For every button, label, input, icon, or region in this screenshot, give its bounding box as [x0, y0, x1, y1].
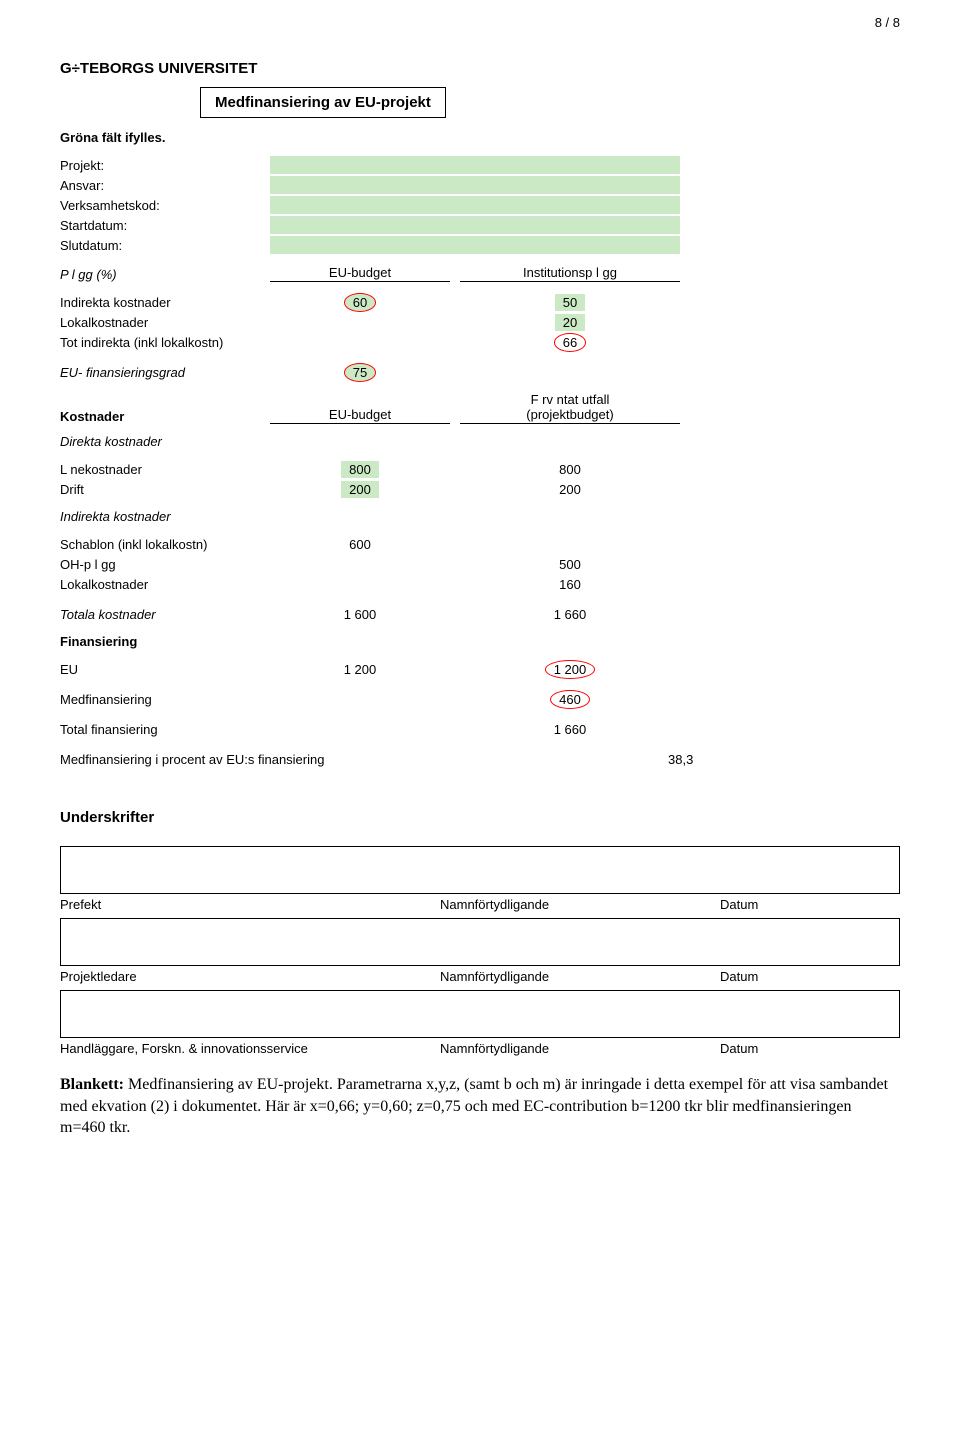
sig-box-projektledare[interactable]: [60, 918, 900, 966]
sig-handlaggare: Handläggare, Forskn. & innovationsservic…: [60, 1041, 440, 1056]
val-tot-inst: 66: [460, 333, 680, 352]
val-indirekta-inst: 50: [460, 294, 680, 311]
sig-datum-1: Datum: [720, 897, 900, 912]
val-eu-exp: 1 200: [460, 660, 680, 679]
label-finansiering: Finansiering: [60, 634, 900, 649]
sig-box-handlaggare[interactable]: [60, 990, 900, 1038]
sig-namn-2: Namnförtydligande: [440, 969, 720, 984]
row-lokal2: Lokalkostnader 160: [60, 574, 900, 594]
row-eu: EU 1 200 1 200: [60, 659, 900, 679]
palagg-header: P l gg (%) EU-budget Institutionsp l gg: [60, 265, 900, 282]
info-row-projekt: Projekt:: [60, 155, 900, 175]
input-verksamhetskod[interactable]: [270, 196, 680, 214]
input-startdatum[interactable]: [270, 216, 680, 234]
label-indirekta2: Indirekta kostnader: [60, 509, 900, 524]
underskrifter-title: Underskrifter: [60, 809, 900, 826]
label-schablon: Schablon (inkl lokalkostn): [60, 537, 260, 552]
sig-row-projektledare: Projektledare Namnförtydligande Datum: [60, 969, 900, 984]
sig-namn-1: Namnförtydligande: [440, 897, 720, 912]
col-expected: F rv ntat utfall (projektbudget): [460, 392, 680, 424]
col-eu-budget: EU-budget: [270, 265, 450, 282]
col-eu-budget-2: EU-budget: [270, 407, 450, 424]
info-row-startdatum: Startdatum:: [60, 215, 900, 235]
val-schablon-eu: 600: [270, 536, 450, 553]
sig-row-prefekt: Prefekt Namnförtydligande Datum: [60, 897, 900, 912]
row-drift: Drift 200 200: [60, 479, 900, 499]
val-totfin-exp: 1 660: [460, 721, 680, 738]
sig-box-prefekt[interactable]: [60, 846, 900, 894]
label-startdatum: Startdatum:: [60, 218, 260, 233]
label-oh: OH-p l gg: [60, 557, 260, 572]
label-direkta: Direkta kostnader: [60, 434, 900, 449]
row-lokal: Lokalkostnader 20: [60, 312, 900, 332]
sig-prefekt: Prefekt: [60, 897, 440, 912]
val-medfin-exp: 460: [460, 690, 680, 709]
page-number: 8 / 8: [875, 15, 900, 30]
row-totala: Totala kostnader 1 600 1 660: [60, 604, 900, 624]
sig-datum-3: Datum: [720, 1041, 900, 1056]
footer-bold: Blankett:: [60, 1076, 124, 1093]
sig-datum-2: Datum: [720, 969, 900, 984]
label-medfin: Medfinansiering: [60, 692, 260, 707]
row-schablon: Schablon (inkl lokalkostn) 600: [60, 534, 900, 554]
label-totfin: Total finansiering: [60, 722, 260, 737]
input-projekt[interactable]: [270, 156, 680, 174]
row-oh: OH-p l gg 500: [60, 554, 900, 574]
val-lone-exp: 800: [460, 461, 680, 478]
info-row-verksamhetskod: Verksamhetskod:: [60, 195, 900, 215]
input-ansvar[interactable]: [270, 176, 680, 194]
fill-hint: Gröna fält ifylles.: [60, 130, 900, 145]
label-kostnader: Kostnader: [60, 409, 260, 424]
val-lokal2-exp: 160: [460, 576, 680, 593]
label-medproc: Medfinansiering i procent av EU:s finans…: [60, 752, 460, 767]
label-eu: EU: [60, 662, 260, 677]
col-inst: Institutionsp l gg: [460, 265, 680, 282]
label-lokal: Lokalkostnader: [60, 315, 260, 330]
val-totala-eu: 1 600: [270, 606, 450, 623]
info-row-ansvar: Ansvar:: [60, 175, 900, 195]
label-finansgrad: EU- finansieringsgrad: [60, 365, 260, 380]
label-lokal2: Lokalkostnader: [60, 577, 260, 592]
val-oh-exp: 500: [460, 556, 680, 573]
label-drift: Drift: [60, 482, 260, 497]
row-tot: Tot indirekta (inkl lokalkostn) 66: [60, 332, 900, 352]
val-lokal-inst: 20: [460, 314, 680, 331]
row-medproc: Medfinansiering i procent av EU:s finans…: [60, 749, 900, 769]
footer-text: Medfinansiering av EU-projekt. Parametra…: [60, 1076, 888, 1136]
val-lone-eu: 800: [270, 461, 450, 478]
label-slutdatum: Slutdatum:: [60, 238, 260, 253]
val-finansgrad: 75: [270, 363, 450, 382]
label-ansvar: Ansvar:: [60, 178, 260, 193]
val-medproc-exp: 38,3: [660, 751, 700, 768]
footer-paragraph: Blankett: Medfinansiering av EU-projekt.…: [60, 1074, 900, 1139]
label-palagg: P l gg (%): [60, 267, 260, 282]
row-medfin: Medfinansiering 460: [60, 689, 900, 709]
label-totala: Totala kostnader: [60, 607, 260, 622]
val-drift-exp: 200: [460, 481, 680, 498]
label-verksamhetskod: Verksamhetskod:: [60, 198, 260, 213]
sig-projektledare: Projektledare: [60, 969, 440, 984]
label-indirekta: Indirekta kostnader: [60, 295, 260, 310]
col-expected-2: (projektbudget): [460, 407, 680, 422]
row-finansgrad: EU- finansieringsgrad 75: [60, 362, 900, 382]
sig-namn-3: Namnförtydligande: [440, 1041, 720, 1056]
row-indirekta: Indirekta kostnader 60 50: [60, 292, 900, 312]
kostnader-header: Kostnader EU-budget F rv ntat utfall (pr…: [60, 392, 900, 424]
label-projekt: Projekt:: [60, 158, 260, 173]
input-slutdatum[interactable]: [270, 236, 680, 254]
label-lone: L nekostnader: [60, 462, 260, 477]
label-tot: Tot indirekta (inkl lokalkostn): [60, 335, 260, 350]
val-drift-eu: 200: [270, 481, 450, 498]
val-totala-exp: 1 660: [460, 606, 680, 623]
form-title: Medfinansiering av EU-projekt: [200, 87, 446, 118]
sig-row-handlaggare: Handläggare, Forskn. & innovationsservic…: [60, 1041, 900, 1056]
val-indirekta-eu: 60: [270, 293, 450, 312]
info-row-slutdatum: Slutdatum:: [60, 235, 900, 255]
row-lone: L nekostnader 800 800: [60, 459, 900, 479]
col-expected-1: F rv ntat utfall: [460, 392, 680, 407]
row-totfin: Total finansiering 1 660: [60, 719, 900, 739]
university-name: G÷TEBORGS UNIVERSITET: [60, 60, 900, 77]
val-eu-eu: 1 200: [270, 661, 450, 678]
